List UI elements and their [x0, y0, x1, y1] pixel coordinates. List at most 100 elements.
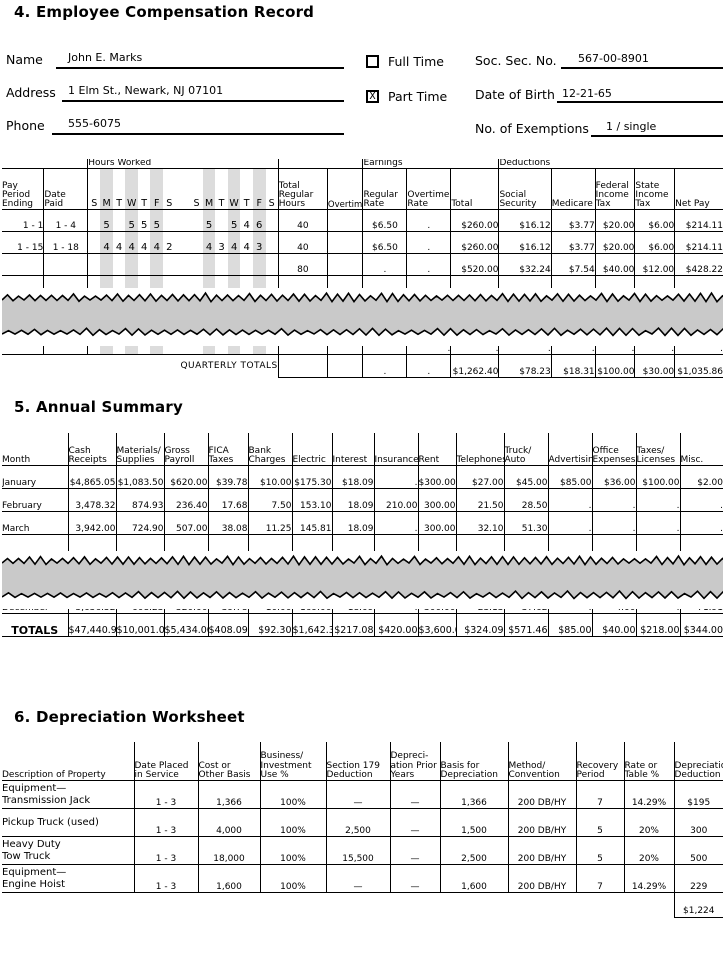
dep-cell-basis[interactable]: 1,366 — [439, 780, 509, 809]
cell-total[interactable]: $260.00 — [450, 209, 500, 233]
hours-w1-d6[interactable]: 2 — [163, 231, 176, 255]
annual-cell-value[interactable]: $175.30 — [291, 465, 333, 489]
cell-federal-income-tax[interactable]: $40.00 — [594, 253, 636, 277]
cell-social-security[interactable]: $78.23 — [498, 354, 552, 378]
hours-w1-d2[interactable] — [112, 209, 126, 233]
dep-cell-recovery[interactable]: 5 — [575, 808, 625, 837]
annual-cell-value[interactable]: 153.10 — [291, 488, 333, 512]
hours-w1-d1[interactable] — [100, 253, 113, 277]
dep-cell-description[interactable]: Equipment— Transmission Jack — [2, 780, 135, 809]
annual-cell-value[interactable]: $45.00 — [503, 465, 549, 489]
annual-cell-value[interactable]: 7.50 — [247, 488, 293, 512]
dep-cell-cost[interactable]: 18,000 — [197, 836, 261, 865]
annual-cell-value[interactable]: $1,642.37 — [291, 613, 333, 637]
annual-cell-value[interactable]: $5,434.00 — [163, 613, 209, 637]
dep-cell-cost[interactable]: 1,600 — [197, 864, 261, 893]
exemptions-value[interactable]: 1 / single — [606, 120, 657, 133]
address-value[interactable]: 1 Elm St., Newark, NJ 07101 — [68, 84, 224, 97]
annual-cell-value[interactable]: $344.00 — [679, 613, 723, 637]
dep-cell-rate[interactable]: 14.29% — [623, 780, 675, 809]
annual-cell-value[interactable]: . — [635, 511, 681, 535]
annual-cell-value[interactable]: 11.25 — [247, 511, 293, 535]
cell-state-income-tax[interactable]: $12.00 — [634, 253, 676, 277]
hours-w2-d2[interactable]: 3 — [215, 231, 228, 255]
dep-cell-deduction[interactable]: 500 — [673, 836, 723, 865]
hours-w2-d0[interactable] — [190, 209, 203, 233]
hours-w1-d4[interactable]: 4 — [137, 231, 151, 255]
annual-cell-value[interactable]: $47,440.95 — [67, 613, 117, 637]
dep-cell-date-placed[interactable]: 1 - 3 — [133, 864, 199, 893]
annual-cell-value[interactable]: $92.30 — [247, 613, 293, 637]
hours-w2-d4[interactable] — [240, 253, 253, 277]
annual-cell-month[interactable]: February — [2, 488, 69, 512]
annual-cell-value[interactable]: . — [591, 488, 637, 512]
dep-cell-use-pct[interactable]: 100% — [259, 808, 327, 837]
annual-cell-value[interactable]: . — [679, 511, 723, 535]
dep-cell-recovery[interactable]: 7 — [575, 864, 625, 893]
dep-cell-sec179[interactable]: 2,500 — [325, 808, 391, 837]
dep-cell-sec179[interactable]: — — [325, 864, 391, 893]
cell-date-paid[interactable]: 1 - 4 — [43, 209, 89, 233]
hours-w2-d6[interactable] — [265, 231, 279, 255]
dep-cell-rate[interactable]: 20% — [623, 808, 675, 837]
dep-cell-prior-years[interactable]: — — [389, 808, 441, 837]
cell-medicare[interactable]: $7.54 — [550, 253, 596, 277]
hours-w1-d3[interactable] — [125, 253, 138, 277]
hours-w1-d4[interactable] — [137, 253, 151, 277]
cell-social-security[interactable]: $16.12 — [498, 231, 552, 255]
annual-cell-value[interactable]: $3,600.00 — [417, 613, 457, 637]
dep-cell-use-pct[interactable]: 100% — [259, 780, 327, 809]
annual-cell-value[interactable]: 32.10 — [455, 511, 505, 535]
cell-total[interactable]: $520.00 — [450, 253, 500, 277]
hours-w1-d2[interactable] — [112, 253, 126, 277]
cell-net-pay[interactable]: $1,035.86 — [674, 354, 723, 378]
annual-cell-month[interactable]: January — [2, 465, 69, 489]
dep-cell-description[interactable]: Heavy Duty Tow Truck — [2, 836, 135, 865]
cell-total[interactable]: $1,262.40 — [450, 354, 500, 378]
annual-cell-value[interactable]: $571.46 — [503, 613, 549, 637]
hours-w2-d2[interactable] — [215, 209, 228, 233]
cell-net-pay[interactable]: $214.11 — [674, 231, 723, 255]
name-value[interactable]: John E. Marks — [68, 51, 143, 64]
dep-cell-use-pct[interactable]: 100% — [259, 836, 327, 865]
hours-w2-d3[interactable] — [227, 253, 241, 277]
annual-cell-value[interactable]: $408.09 — [207, 613, 249, 637]
annual-cell-value[interactable]: $324.09 — [455, 613, 505, 637]
hours-w2-d1[interactable]: 5 — [202, 209, 216, 233]
hours-w1-d0[interactable] — [87, 209, 101, 233]
annual-cell-value[interactable]: $10.00 — [247, 465, 293, 489]
cell-period-ending[interactable]: 1 - 1 — [2, 209, 45, 233]
cell-period-ending[interactable]: 1 - 15 — [2, 231, 45, 255]
cell-total-regular-hours[interactable]: 80 — [277, 253, 328, 277]
annual-cell-value[interactable]: 236.40 — [163, 488, 209, 512]
ssn-value[interactable]: 567-00-8901 — [578, 52, 649, 65]
annual-cell-value[interactable]: 21.50 — [455, 488, 505, 512]
hours-w1-d5[interactable]: 4 — [150, 231, 164, 255]
dep-cell-deduction[interactable]: $195 — [673, 780, 723, 809]
annual-cell-value[interactable]: $420.00 — [373, 613, 419, 637]
dep-cell-prior-years[interactable]: — — [389, 780, 441, 809]
annual-cell-value[interactable]: 874.93 — [115, 488, 165, 512]
cell-social-security[interactable]: $16.12 — [498, 209, 552, 233]
cell-federal-income-tax[interactable]: $20.00 — [594, 209, 636, 233]
annual-cell-value[interactable]: 300.00 — [417, 488, 457, 512]
cell-state-income-tax[interactable]: $6.00 — [634, 231, 676, 255]
hours-w1-d4[interactable]: 5 — [137, 209, 151, 233]
dep-cell-deduction[interactable]: 229 — [673, 864, 723, 893]
hours-w1-d5[interactable]: 5 — [150, 209, 164, 233]
annual-cell-value[interactable]: 724.90 — [115, 511, 165, 535]
annual-cell-value[interactable]: 18.09 — [331, 488, 375, 512]
hours-w1-d1[interactable]: 5 — [100, 209, 113, 233]
annual-cell-value[interactable]: $620.00 — [163, 465, 209, 489]
dep-cell-rate[interactable]: 14.29% — [623, 864, 675, 893]
annual-cell-value[interactable]: 18.09 — [331, 511, 375, 535]
hours-w2-d6[interactable] — [265, 209, 279, 233]
cell-medicare[interactable]: $3.77 — [550, 209, 596, 233]
hours-w2-d5[interactable] — [252, 253, 266, 277]
dob-value[interactable]: 12-21-65 — [562, 87, 612, 100]
annual-cell-value[interactable]: 51.30 — [503, 511, 549, 535]
annual-cell-value[interactable]: . — [373, 465, 419, 489]
cell-net-pay[interactable]: $214.11 — [674, 209, 723, 233]
hours-w2-d1[interactable] — [202, 253, 216, 277]
dep-cell-method[interactable]: 200 DB/HY — [507, 836, 577, 865]
